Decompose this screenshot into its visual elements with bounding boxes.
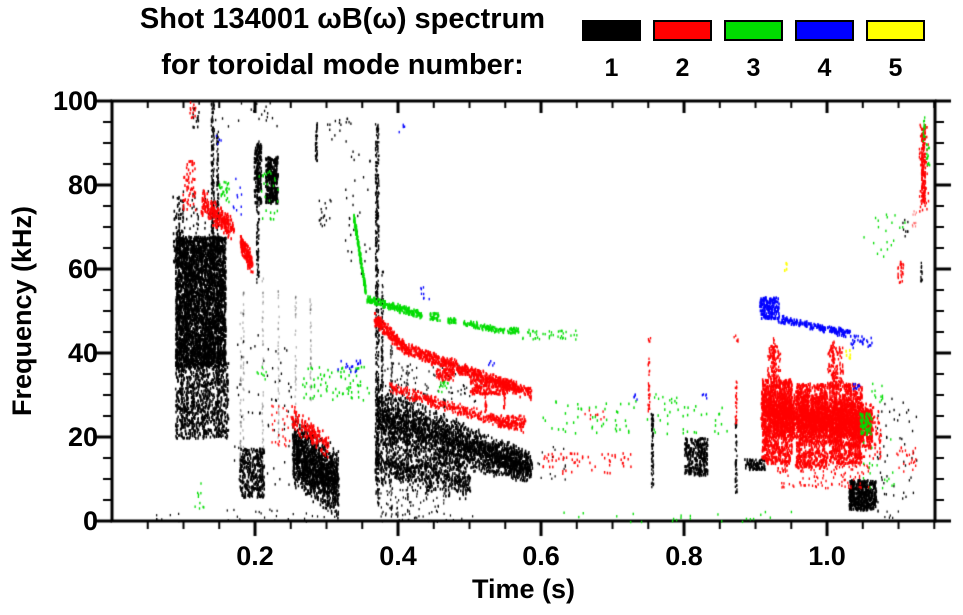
legend-label-3: 3 bbox=[746, 54, 761, 82]
y-tick-label: 0 bbox=[82, 506, 98, 536]
y-tick-label: 60 bbox=[67, 254, 98, 284]
legend-entry-2: 2 bbox=[653, 20, 712, 81]
chart-subtitle: for toroidal mode number: bbox=[161, 49, 524, 81]
x-axis-title: Time (s) bbox=[471, 574, 576, 604]
x-tick-label: 1.0 bbox=[808, 541, 846, 571]
legend-label-1: 1 bbox=[604, 54, 619, 82]
legend-swatch-5 bbox=[866, 20, 925, 41]
legend-swatch-1 bbox=[582, 20, 641, 41]
legend-label-2: 2 bbox=[675, 54, 690, 82]
legend-label-4: 4 bbox=[817, 54, 832, 82]
y-tick-label: 40 bbox=[67, 338, 98, 368]
y-axis-title: Frequency (kHz) bbox=[7, 205, 37, 417]
mode-legend: 1 2 3 4 5 bbox=[582, 20, 925, 81]
legend-entry-4: 4 bbox=[795, 20, 854, 81]
y-tick-label: 80 bbox=[67, 170, 98, 200]
legend-entry-1: 1 bbox=[582, 20, 641, 81]
x-tick-label: 0.4 bbox=[379, 541, 417, 571]
y-tick-label: 100 bbox=[52, 86, 98, 116]
x-tick-label: 0.8 bbox=[665, 541, 703, 571]
legend-entry-3: 3 bbox=[724, 20, 783, 81]
legend-swatch-2 bbox=[653, 20, 712, 41]
x-tick-label: 0.6 bbox=[522, 541, 560, 571]
y-tick-label: 20 bbox=[67, 422, 98, 452]
legend-swatch-4 bbox=[795, 20, 854, 41]
chart-title: Shot 134001 ωB(ω) spectrum bbox=[139, 3, 546, 35]
x-tick-label: 0.2 bbox=[236, 541, 274, 571]
legend-entry-5: 5 bbox=[866, 20, 925, 81]
legend-swatch-3 bbox=[724, 20, 783, 41]
legend-label-5: 5 bbox=[888, 54, 903, 82]
